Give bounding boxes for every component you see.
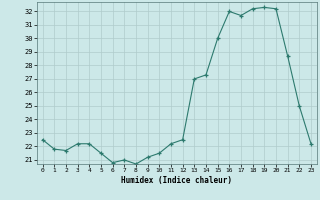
X-axis label: Humidex (Indice chaleur): Humidex (Indice chaleur) <box>121 176 232 185</box>
